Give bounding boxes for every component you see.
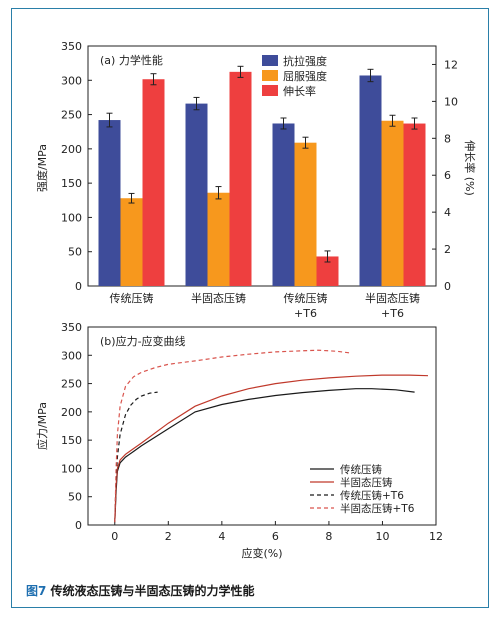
legend-label: 传统压铸: [340, 463, 382, 476]
x-tick-label: 10: [375, 530, 389, 543]
category-label: +T6: [381, 307, 404, 320]
curve: [114, 349, 351, 523]
y-axis-label-right: 伸长率 (%): [463, 140, 477, 196]
right-tick-label: 10: [444, 95, 458, 108]
left-axis-ticks: 0 50 100 150 200 250 300 350: [61, 40, 92, 293]
right-tick-label: 4: [444, 206, 451, 219]
legend-label: 屈服强度: [283, 69, 327, 83]
left-tick-label: 350: [61, 40, 82, 53]
category-label: 半固态压铸: [365, 291, 420, 305]
legend-swatch: [262, 70, 278, 81]
legend-label: 传统压铸+T6: [340, 489, 404, 502]
x-tick-label: 12: [429, 530, 443, 543]
bar: [294, 142, 317, 286]
right-tick-label: 12: [444, 58, 458, 71]
category-label: 半固态压铸: [191, 291, 246, 305]
bar: [120, 198, 143, 286]
x-tick-label: 2: [165, 530, 172, 543]
y-axis-ticks-b: 0 50 100 150 200 250 300 350: [61, 321, 92, 532]
y-axis-label-left: 强度/MPa: [35, 144, 49, 192]
bar: [381, 120, 404, 286]
figure-caption: 图7 传统液态压铸与半固态压铸的力学性能: [26, 582, 255, 599]
x-tick-label: 0: [111, 530, 118, 543]
curve: [114, 391, 158, 523]
y-tick-label: 100: [61, 462, 82, 475]
y-tick-label: 250: [61, 378, 82, 391]
category-label: 传统压铸: [110, 291, 154, 305]
legend-label: 半固态压铸+T6: [340, 502, 415, 515]
bar: [207, 192, 230, 286]
bar: [185, 103, 208, 286]
line-chart-stress-strain: (b)应力-应变曲线 应力/MPa 应变(%) 0501001502002503…: [35, 321, 443, 560]
y-tick-label: 0: [75, 519, 82, 532]
x-tick-label: 8: [325, 530, 332, 543]
curves: [114, 349, 429, 523]
category-label: +T6: [294, 307, 317, 320]
x-tick-label: 4: [218, 530, 225, 543]
bar: [229, 71, 252, 286]
legend-label: 半固态压铸: [340, 476, 393, 489]
x-tick-label: 6: [272, 530, 279, 543]
bar: [98, 120, 121, 286]
bars: [98, 65, 426, 287]
curve: [114, 388, 415, 523]
x-axis-label-b: 应变(%): [241, 546, 282, 560]
left-tick-label: 250: [61, 109, 82, 122]
bar: [272, 123, 295, 286]
legend-swatch: [262, 55, 278, 66]
y-tick-label: 300: [61, 349, 82, 362]
right-tick-label: 0: [444, 280, 451, 293]
left-tick-label: 150: [61, 177, 82, 190]
legend-label: 抗拉强度: [283, 54, 327, 68]
category-labels: 传统压铸 半固态压铸 传统压铸 +T6 半固态压铸 +T6: [110, 291, 421, 320]
x-axis-ticks-b: 0 2 4 6 8 10 12: [111, 521, 443, 543]
bar: [316, 256, 339, 286]
legend-label: 伸长率: [283, 84, 316, 98]
y-tick-label: 200: [61, 406, 82, 419]
y-axis-label-b: 应力/MPa: [35, 402, 49, 450]
legend-swatch: [262, 85, 278, 96]
left-tick-label: 100: [61, 211, 82, 224]
right-axis-ticks: 0 2 4 6 8 10 12: [432, 58, 458, 293]
right-tick-label: 8: [444, 132, 451, 145]
y-tick-label: 350: [61, 321, 82, 334]
right-tick-label: 6: [444, 169, 451, 182]
chart-b-title: (b)应力-应变曲线: [100, 334, 186, 348]
curve: [114, 374, 429, 523]
plot-area-a: [87, 45, 437, 287]
right-tick-label: 2: [444, 243, 451, 256]
chart-a-title: (a) 力学性能: [100, 53, 163, 67]
category-label: 传统压铸: [284, 291, 328, 305]
y-tick-label: 50: [68, 491, 82, 504]
left-tick-label: 200: [61, 143, 82, 156]
left-tick-label: 300: [61, 74, 82, 87]
y-tick-label: 150: [61, 434, 82, 447]
bar-chart-mechanical-properties: (a) 力学性能 强度/MPa 伸长率 (%) 0501001502002503…: [35, 40, 477, 320]
bar: [142, 79, 165, 286]
bar: [403, 123, 426, 287]
left-tick-label: 50: [68, 246, 82, 259]
plot-area-b: [87, 326, 437, 526]
left-tick-label: 0: [75, 280, 82, 293]
figure-caption-text: 传统液态压铸与半固态压铸的力学性能: [50, 584, 255, 598]
bar: [359, 75, 382, 286]
figure-number: 图7: [26, 584, 47, 598]
